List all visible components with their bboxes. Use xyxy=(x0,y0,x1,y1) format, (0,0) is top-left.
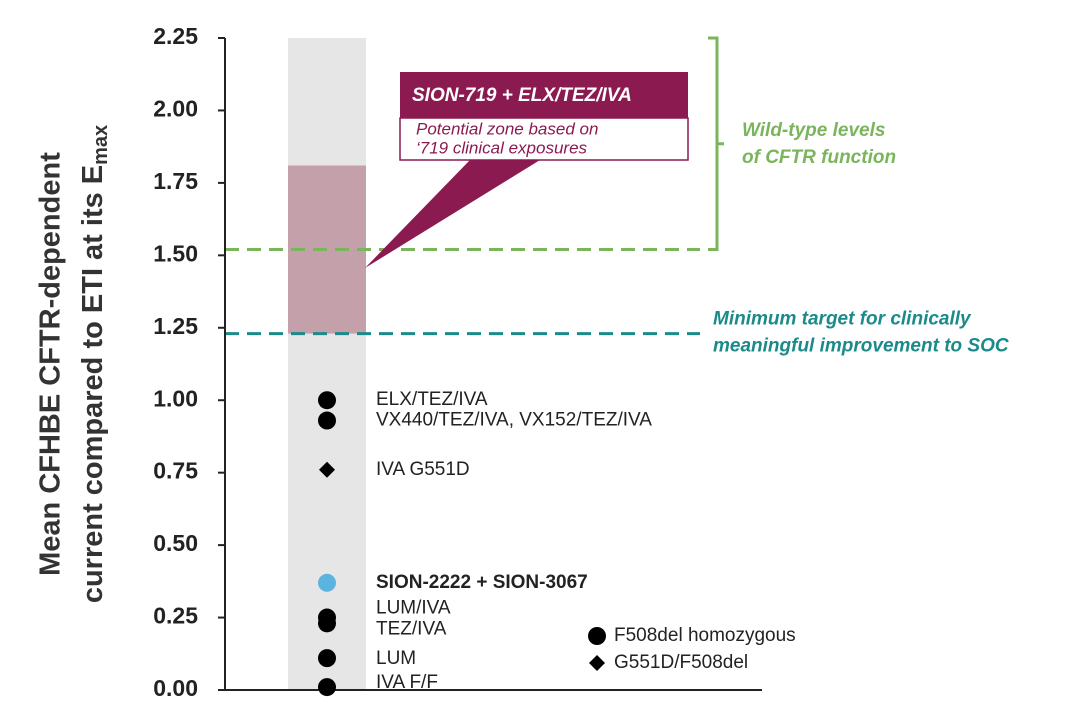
y-tick-label: 1.50 xyxy=(153,240,198,266)
point xyxy=(318,649,336,668)
point-label: ELX/TEZ/IVA xyxy=(376,389,488,410)
y-tick-label: 0.50 xyxy=(153,530,198,556)
y-tick-label: 2.00 xyxy=(153,96,198,122)
bracket xyxy=(708,36,724,252)
y-axis-title-sub: max xyxy=(90,125,112,165)
point xyxy=(319,461,335,478)
reference-label: Minimum target for clinically xyxy=(713,309,972,330)
y-tick-label: 0.25 xyxy=(153,603,198,629)
y-axis-title: Mean CFHBE CFTR-dependent xyxy=(35,152,67,576)
y-tick-label: 1.00 xyxy=(153,385,198,411)
legend-label: F508del homozygous xyxy=(614,625,796,646)
callout-head xyxy=(400,72,688,118)
point-label: IVA G551D xyxy=(376,459,470,480)
point-label: LUM/IVA xyxy=(376,598,451,619)
legend-marker xyxy=(589,655,605,671)
y-tick-label: 2.25 xyxy=(153,23,198,49)
bracket-label: of CFTR function xyxy=(742,147,896,168)
y-axis-title: current compared to ETI at its Emax xyxy=(77,125,113,603)
bracket-label: Wild-type levels xyxy=(742,120,885,141)
point xyxy=(318,573,336,592)
zone-title: SION-719 + ELX/TEZ/IVA xyxy=(412,85,632,106)
callout-body xyxy=(399,117,689,161)
zone-subtitle: Potential zone based on xyxy=(416,119,598,138)
legend-marker xyxy=(588,627,606,645)
y-tick-label: 1.25 xyxy=(153,313,198,339)
legend-label: G551D/F508del xyxy=(614,652,748,673)
y-tick-label: 1.75 xyxy=(153,168,198,194)
point-label: TEZ/IVA xyxy=(376,618,447,639)
point-label: IVA F/F xyxy=(376,672,438,693)
y-tick-label: 0.00 xyxy=(153,675,198,701)
point xyxy=(318,391,336,410)
y-tick-label: 0.75 xyxy=(153,458,198,484)
point-label: SION-2222 + SION-3067 xyxy=(376,572,588,593)
point xyxy=(318,411,336,430)
callout-pointer xyxy=(365,160,540,268)
zone-subtitle: ‘719 clinical exposures xyxy=(416,138,588,157)
point-label: VX440/TEZ/IVA, VX152/TEZ/IVA xyxy=(376,410,652,431)
point xyxy=(318,678,336,697)
band xyxy=(288,38,366,690)
reference-label: meaningful improvement to SOC xyxy=(713,336,1009,357)
y-axis-title-main: current compared to ETI at its E xyxy=(77,165,109,603)
point xyxy=(318,614,336,633)
point-label: LUM xyxy=(376,648,416,669)
